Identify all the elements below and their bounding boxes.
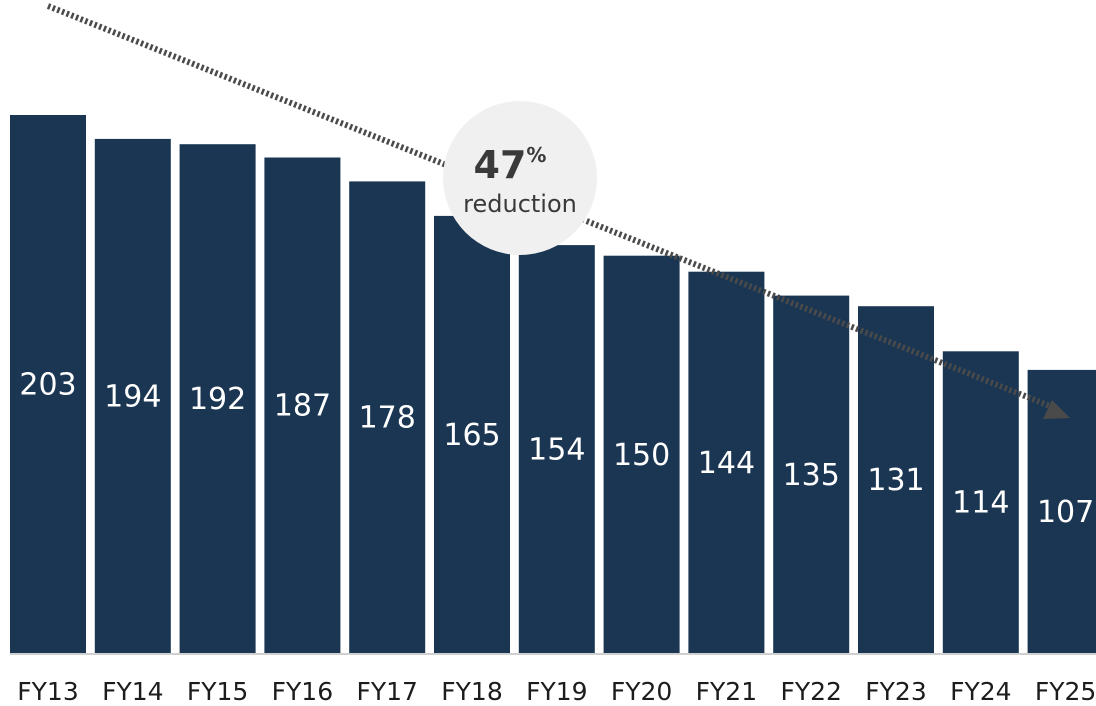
x-tick-label: FY16 (272, 677, 333, 706)
bar-value-label: 150 (613, 438, 670, 473)
bar-value-label: 203 (19, 368, 76, 403)
bar-fy20 (603, 255, 680, 654)
reduction-bubble (443, 101, 597, 255)
x-tick-label: FY23 (865, 677, 926, 706)
x-tick-label: FY15 (187, 677, 248, 706)
bar-value-label: 135 (783, 458, 840, 493)
bar-value-labels: 203 194 192 187 178 165 154 150 144 135 131 114 107 (19, 368, 1094, 530)
reduction-unit: % (526, 143, 546, 167)
x-tick-label: FY13 (17, 677, 78, 706)
reduction-percent: 47% (474, 143, 547, 187)
x-tick-label: FY24 (950, 677, 1011, 706)
bar-fy16 (264, 157, 341, 654)
bar-fy19 (518, 245, 595, 654)
bar-fy21 (688, 271, 765, 654)
bars-group (10, 115, 1096, 654)
bar-value-label: 114 (952, 486, 1009, 521)
x-tick-label: FY17 (356, 677, 417, 706)
bar-fy24 (942, 351, 1019, 654)
bar-value-label: 154 (528, 433, 585, 468)
bar-value-label: 131 (867, 463, 924, 498)
reduction-value: 47 (474, 143, 527, 187)
bar-fy13 (10, 115, 86, 654)
x-tick-label: FY14 (102, 677, 163, 706)
x-tick-label: FY20 (611, 677, 672, 706)
bar-value-label: 144 (698, 446, 755, 481)
bar-fy22 (773, 295, 850, 654)
bar-fy17 (349, 181, 426, 654)
bar-value-label: 178 (359, 401, 416, 436)
bar-value-label: 165 (443, 418, 500, 453)
bar-fy23 (858, 306, 934, 654)
bar-value-label: 107 (1037, 495, 1094, 530)
x-tick-label: FY21 (696, 677, 757, 706)
trend-arrow-head (1043, 400, 1070, 419)
x-tick-label: FY25 (1035, 677, 1096, 706)
x-tick-labels: FY13 FY14 FY15 FY16 FY17 FY18 FY19 FY20 FY21 FY22… (17, 677, 1096, 706)
bar-fy15 (179, 144, 256, 654)
reduction-annotation: 47% reduction (46, 3, 1070, 419)
bar-value-label: 187 (274, 389, 331, 424)
x-tick-label: FY18 (441, 677, 502, 706)
x-tick-label: FY19 (526, 677, 587, 706)
bar-value-label: 194 (104, 379, 161, 414)
reduction-label: reduction (463, 190, 577, 218)
x-tick-label: FY22 (780, 677, 841, 706)
bar-fy18 (434, 215, 510, 654)
bar-value-label: 192 (189, 382, 246, 417)
bar-fy14 (94, 138, 171, 654)
